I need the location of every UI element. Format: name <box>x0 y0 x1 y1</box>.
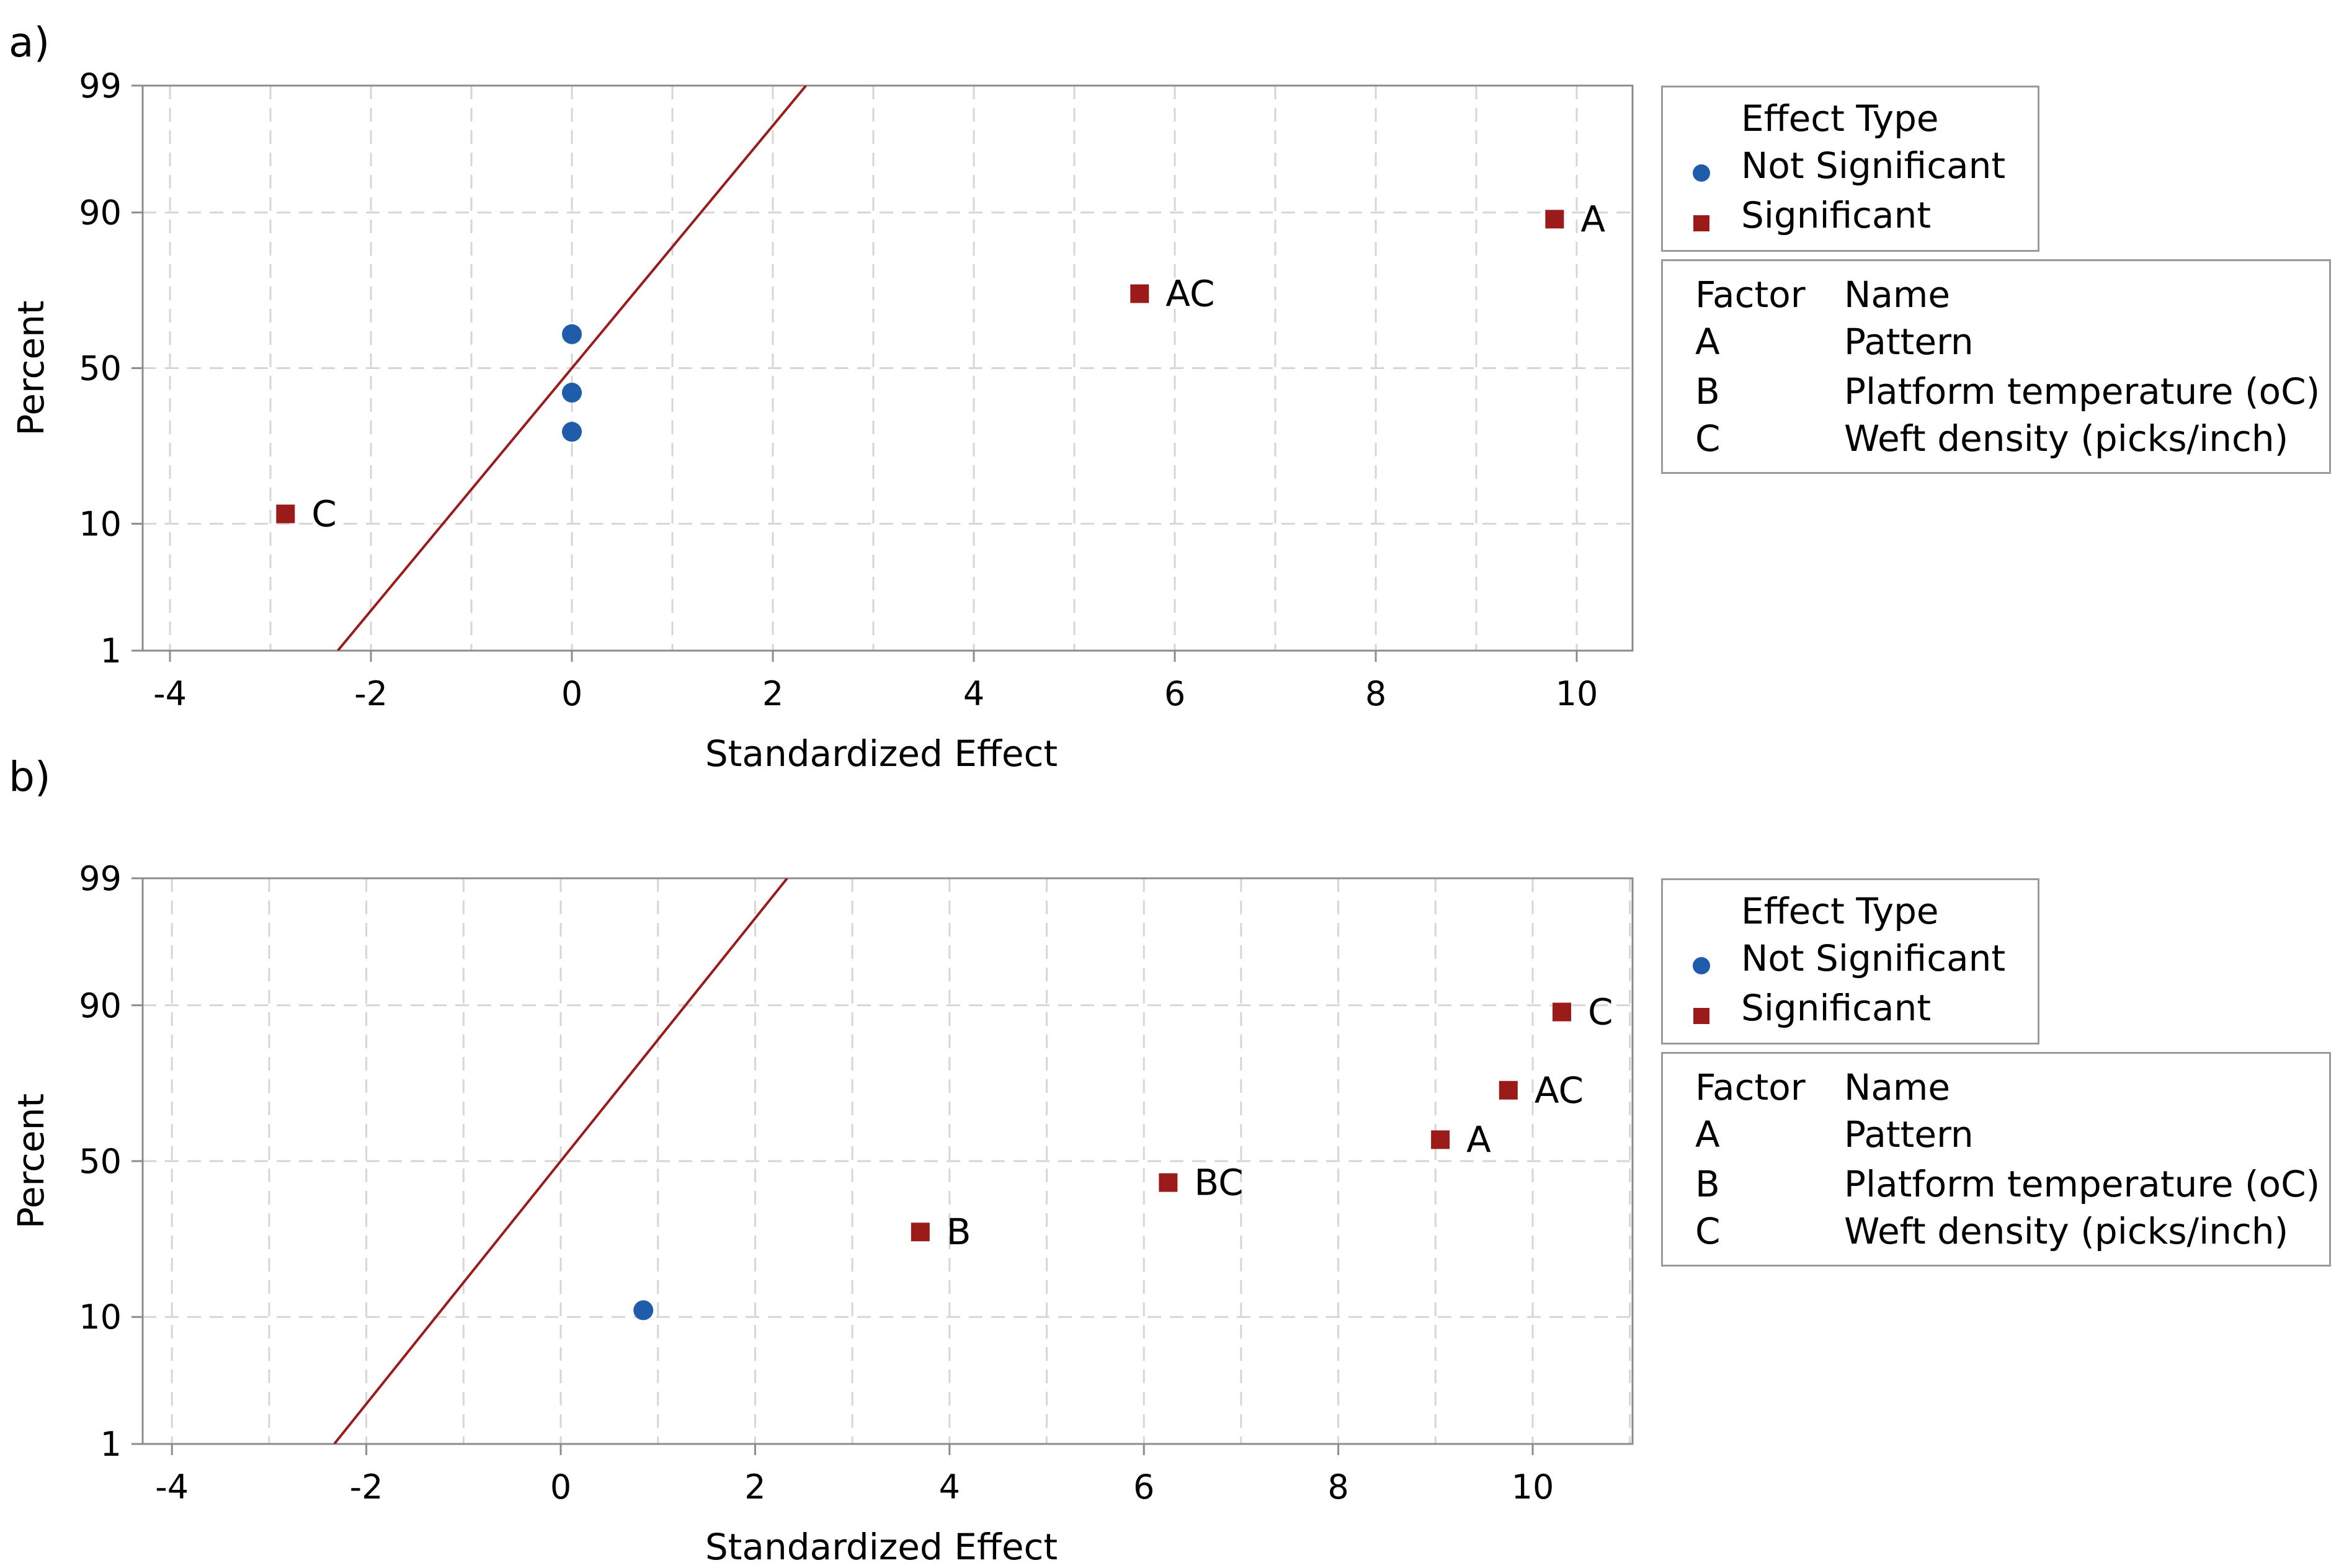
significant-point <box>1159 1173 1178 1192</box>
point-label: C <box>311 493 337 535</box>
y-tick-label: 90 <box>79 194 122 233</box>
y-tick-label: 1 <box>100 1425 122 1464</box>
name-cell: Pattern <box>1844 1113 1974 1156</box>
y-tick-label: 50 <box>79 1142 122 1181</box>
x-tick-label: 10 <box>1512 1468 1554 1507</box>
significant-point <box>1545 210 1564 229</box>
reference-line <box>337 86 807 651</box>
y-tick-label: 1 <box>100 631 122 670</box>
chart-b: -4 -2 0 2 4 6 8 10 1 10 50 90 99 Standardized Effect P… <box>10 859 1634 1568</box>
factor-cell: B <box>1695 370 1720 412</box>
not-significant-point <box>562 324 582 344</box>
name-cell: Weft density (picks/inch) <box>1844 417 2289 460</box>
factor-cell: B <box>1695 1163 1720 1205</box>
significant-point <box>1431 1130 1450 1149</box>
point-label: BC <box>1194 1162 1243 1204</box>
legend-item-not-significant: Not Significant <box>1741 145 2006 187</box>
significant-point <box>1553 1002 1572 1022</box>
x-tick-label: 4 <box>939 1468 960 1507</box>
x-tick-label: -2 <box>354 674 388 713</box>
point-label: A <box>1466 1118 1491 1160</box>
name-cell: Platform temperature (oC) <box>1844 370 2320 412</box>
significant-point <box>276 504 295 523</box>
x-tick-label: 0 <box>561 674 582 713</box>
factor-header: Factor <box>1695 274 1806 316</box>
significant-point <box>1130 284 1149 303</box>
x-tick-label: 4 <box>963 674 984 713</box>
point-label: AC <box>1535 1069 1584 1111</box>
x-tick-label: 8 <box>1327 1468 1348 1507</box>
x-axis-label: Standardized Effect <box>705 1526 1058 1568</box>
not-significant-marker-icon <box>1693 164 1710 182</box>
significant-marker-icon <box>1693 1008 1709 1024</box>
point-label: B <box>947 1211 971 1253</box>
y-axis-label: Percent <box>10 1094 52 1229</box>
x-tick-label: -2 <box>350 1468 383 1507</box>
name-header: Name <box>1844 274 1951 316</box>
legend-effect-type-a: Effect Type Not Significant Significant <box>1661 86 2039 252</box>
significant-point <box>1499 1080 1518 1100</box>
legend-item-significant: Significant <box>1741 194 1932 236</box>
panel-a: a) -4 -2 0 2 4 6 8 10 1 10 50 90 99 Standardized Effe… <box>9 19 2331 775</box>
not-significant-point <box>562 422 582 442</box>
significant-point <box>911 1223 930 1242</box>
x-tick-label: 8 <box>1365 674 1386 713</box>
legend-item-not-significant: Not Significant <box>1741 937 2006 979</box>
factor-table-b: Factor Name A Pattern B Platform tempera… <box>1661 1052 2331 1267</box>
y-tick-label: 90 <box>79 986 122 1025</box>
not-significant-point <box>562 383 582 403</box>
x-tick-label: -4 <box>155 1468 189 1507</box>
legend-effect-type-b: Effect Type Not Significant Significant <box>1661 878 2039 1045</box>
factor-cell: C <box>1695 417 1721 460</box>
factor-table-a: Factor Name A Pattern B Platform tempera… <box>1661 259 2331 474</box>
x-tick-label: -4 <box>153 674 187 713</box>
panel-label-b: b) <box>9 753 51 801</box>
name-cell: Pattern <box>1844 321 1974 363</box>
legend-title: Effect Type <box>1741 97 1939 140</box>
factor-cell: C <box>1695 1210 1721 1252</box>
point-label: C <box>1588 991 1613 1033</box>
legend-item-significant: Significant <box>1741 987 1932 1029</box>
x-tick-label: 2 <box>762 674 783 713</box>
x-tick-label: 10 <box>1556 674 1598 713</box>
name-cell: Weft density (picks/inch) <box>1844 1210 2289 1252</box>
factor-cell: A <box>1695 321 1720 363</box>
not-significant-marker-icon <box>1693 957 1710 974</box>
point-label: AC <box>1165 273 1214 315</box>
panel-label-a: a) <box>9 19 50 66</box>
name-header: Name <box>1844 1066 1951 1108</box>
factor-cell: A <box>1695 1113 1720 1156</box>
x-tick-label: 2 <box>744 1468 765 1507</box>
x-tick-label: 0 <box>550 1468 571 1507</box>
y-tick-label: 99 <box>79 66 122 105</box>
legend-title: Effect Type <box>1741 890 1939 932</box>
y-axis-label: Percent <box>10 300 52 435</box>
y-tick-label: 50 <box>79 349 122 388</box>
chart-a: -4 -2 0 2 4 6 8 10 1 10 50 90 99 Standardized Effect P… <box>10 66 1634 775</box>
reference-line <box>333 878 788 1444</box>
x-axis-label: Standardized Effect <box>705 733 1058 775</box>
factor-header: Factor <box>1695 1066 1806 1108</box>
point-label: A <box>1580 198 1605 240</box>
y-tick-label: 99 <box>79 859 122 898</box>
x-tick-label: 6 <box>1133 1468 1154 1507</box>
x-tick-label: 6 <box>1164 674 1185 713</box>
y-tick-label: 10 <box>79 1298 122 1337</box>
panel-b: b) -4 -2 0 2 4 6 8 10 1 10 50 90 99 Standardized Effe… <box>0 753 2344 1568</box>
not-significant-point <box>633 1300 654 1321</box>
name-cell: Platform temperature (oC) <box>1844 1163 2320 1205</box>
y-tick-label: 10 <box>79 504 122 543</box>
significant-marker-icon <box>1693 215 1709 231</box>
